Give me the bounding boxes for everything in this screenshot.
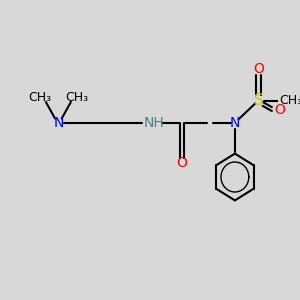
Text: O: O bbox=[253, 62, 264, 76]
Text: O: O bbox=[177, 156, 188, 170]
Text: N: N bbox=[53, 116, 64, 130]
Text: CH₃: CH₃ bbox=[29, 91, 52, 104]
Text: CH₃: CH₃ bbox=[279, 94, 300, 107]
Text: S: S bbox=[254, 93, 263, 108]
Text: N: N bbox=[230, 116, 240, 130]
Text: NH: NH bbox=[144, 116, 165, 130]
Text: CH₃: CH₃ bbox=[65, 91, 88, 104]
Text: O: O bbox=[274, 103, 285, 116]
